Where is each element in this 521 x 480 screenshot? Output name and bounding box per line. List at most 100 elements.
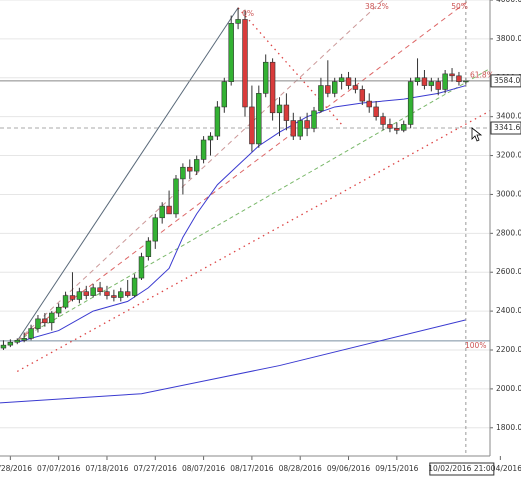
- candle-body: [414, 77, 421, 82]
- x-tick-label: 09/15/2016: [375, 464, 418, 473]
- candle-body: [276, 104, 283, 114]
- moving-average: [0, 319, 466, 404]
- candle-body: [345, 77, 352, 86]
- candle-body: [62, 295, 69, 308]
- candle-body: [200, 139, 207, 160]
- moving-average: [17, 85, 466, 343]
- candle-body: [145, 240, 152, 257]
- candle-body: [283, 104, 290, 121]
- crosshair-label-box: [429, 462, 495, 476]
- candle-body: [394, 128, 400, 131]
- candle-body: [235, 19, 241, 24]
- candle-body: [249, 106, 255, 145]
- y-tick-label: 1800.00: [496, 423, 521, 432]
- candle-body: [228, 23, 234, 82]
- fib-fan-line: [16, 0, 470, 342]
- candle-body: [311, 110, 317, 129]
- candle-body: [428, 81, 435, 86]
- candle-body: [14, 339, 20, 343]
- candle-body: [124, 291, 131, 296]
- candle-body: [262, 61, 269, 94]
- y-tick-label: 3000.00: [496, 189, 521, 198]
- y-tick-label: 2800.00: [496, 228, 521, 237]
- price-label-box: [490, 74, 521, 88]
- x-tick-label: 07/27/2016: [134, 464, 177, 473]
- candle-body: [269, 61, 276, 114]
- candle-body: [442, 73, 448, 90]
- mouse-cursor: [471, 127, 483, 142]
- candle-body: [138, 256, 145, 279]
- candle-body: [332, 81, 338, 94]
- candle-body: [35, 318, 41, 329]
- candle-body: [463, 80, 469, 83]
- candle-body: [152, 217, 158, 242]
- x-tick-label: 08/28/2016: [279, 464, 322, 473]
- y-tick-label: 3800.00: [496, 34, 521, 43]
- candle-body: [421, 77, 428, 86]
- crosshair-label: 10/02/2016 21:00: [428, 464, 495, 473]
- candle-body: [49, 312, 55, 324]
- candle-body: [242, 19, 248, 108]
- fib-label: 0%: [242, 9, 254, 18]
- candle-body: [76, 291, 83, 300]
- x-tick-label: 08/07/2016: [182, 464, 225, 473]
- price-label-box: [490, 121, 521, 135]
- candle-body: [0, 344, 7, 349]
- candle-body: [193, 159, 200, 172]
- price-label: 3341.68: [494, 123, 521, 132]
- fib-fan-line: [16, 7, 239, 342]
- candle-body: [387, 124, 393, 129]
- x-tick-label: 06/28/2016: [0, 464, 32, 473]
- fib-label: 100%: [465, 341, 486, 350]
- fib-fan-line: [16, 0, 384, 342]
- candle-body: [173, 178, 179, 215]
- candle-body: [256, 93, 262, 145]
- y-tick-label: 2000.00: [496, 384, 521, 393]
- candle-body: [456, 75, 462, 82]
- fib-label: 38.2%: [365, 2, 389, 11]
- candle-body: [104, 291, 110, 296]
- x-tick-label: 08/17/2016: [230, 464, 273, 473]
- price-label: 3584.00: [494, 76, 521, 85]
- candle-body: [290, 120, 297, 137]
- candle-body: [111, 295, 117, 298]
- candle-body: [118, 291, 124, 298]
- candle-body: [373, 106, 379, 117]
- x-tick-label: 09/06/2016: [327, 464, 370, 473]
- candle-body: [97, 287, 103, 292]
- candle-body: [83, 291, 89, 296]
- candle-body: [366, 100, 372, 108]
- candle-body: [297, 120, 303, 137]
- candle-body: [187, 166, 193, 172]
- candle-body: [352, 85, 359, 90]
- candle-body: [131, 277, 138, 296]
- candle-body: [359, 89, 366, 102]
- x-tick-label: 10/04/2016: [479, 464, 521, 473]
- candle-body: [7, 341, 14, 346]
- y-tick-label: 3400.00: [496, 112, 521, 121]
- candle-body: [55, 306, 62, 314]
- candle-body: [21, 338, 27, 341]
- candle-body: [42, 318, 48, 324]
- candle-body: [318, 85, 324, 112]
- candle-body: [207, 135, 214, 141]
- fib-label: 61.8%: [470, 70, 494, 79]
- candle-body: [69, 295, 76, 300]
- fib-label: 50%: [451, 2, 468, 11]
- candle-body: [221, 81, 228, 108]
- candle-body: [159, 205, 165, 219]
- candle-body: [90, 287, 96, 296]
- candle-body: [325, 85, 331, 94]
- candle-body: [304, 120, 310, 129]
- candle-body: [407, 81, 414, 125]
- x-tick-label: 07/07/2016: [37, 464, 80, 473]
- y-tick-label: 2200.00: [496, 345, 521, 354]
- dotted-line: [16, 110, 490, 372]
- candle-body: [401, 124, 407, 131]
- candle-body: [28, 328, 34, 339]
- dotted-line: [237, 7, 343, 125]
- y-tick-label: 4000.00: [496, 0, 521, 4]
- candle-body: [166, 205, 172, 215]
